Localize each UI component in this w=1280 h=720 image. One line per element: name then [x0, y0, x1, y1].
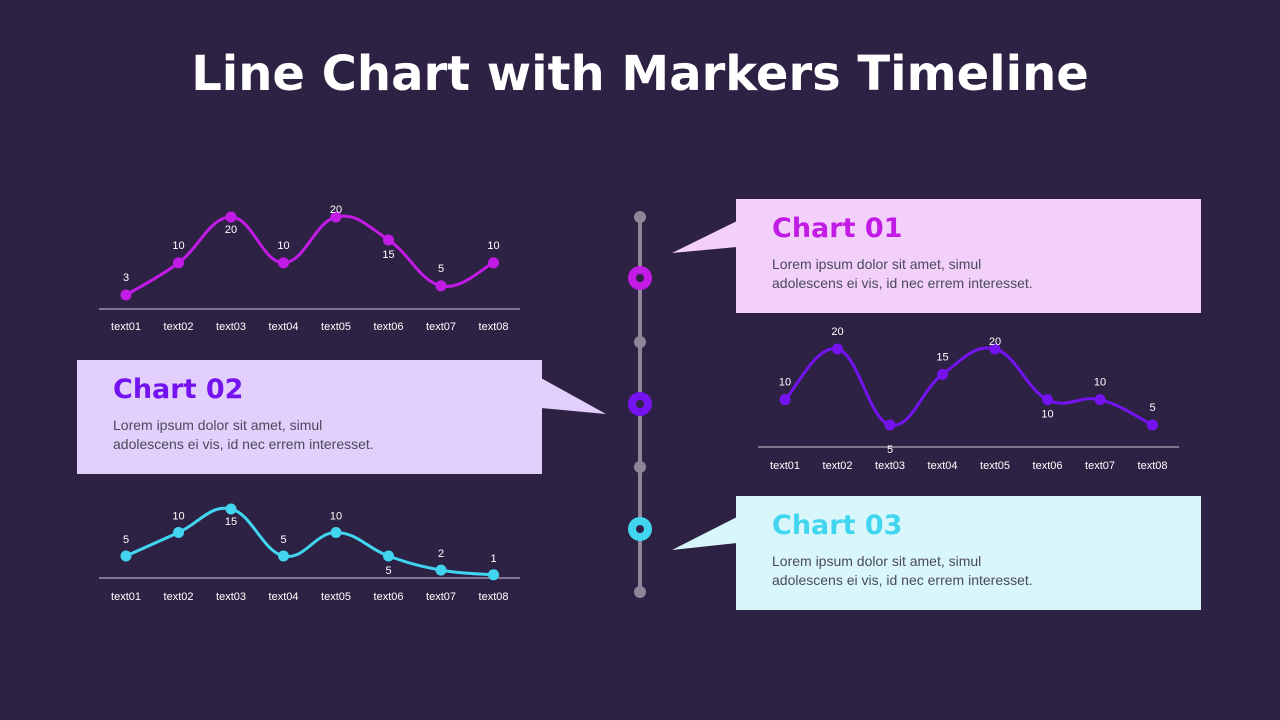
data-point-marker [120, 289, 132, 301]
data-point-marker [435, 564, 447, 576]
chart02-card: Chart 02 Lorem ipsum dolor sit amet, sim… [77, 360, 542, 474]
data-label: 15 [225, 516, 237, 528]
data-label: 10 [1094, 377, 1106, 389]
x-axis-tick-label: text03 [216, 591, 246, 603]
data-label: 5 [1149, 402, 1155, 414]
data-point-marker [488, 257, 499, 269]
x-axis-tick-label: text06 [1033, 460, 1063, 472]
data-label: 20 [831, 326, 843, 338]
chart03-card: Chart 03 Lorem ipsum dolor sit amet, sim… [736, 496, 1201, 610]
series-line [125, 214, 495, 297]
data-label: 15 [936, 351, 948, 363]
x-axis-tick-label: text08 [479, 321, 509, 333]
card-text: Lorem ipsum dolor sit amet, simul [772, 256, 982, 272]
card-text: adolescens ei vis, id nec errem interess… [772, 275, 1033, 291]
data-point-marker [884, 419, 896, 431]
data-point-marker [173, 527, 184, 538]
x-axis-tick-label: text05 [321, 321, 351, 333]
x-axis-tick-label: text02 [164, 321, 194, 333]
x-axis-tick-label: text02 [823, 460, 853, 472]
x-axis-tick-label: text07 [426, 591, 456, 603]
card-text: Lorem ipsum dolor sit amet, simul [113, 417, 323, 433]
data-point-marker [278, 257, 289, 269]
data-point-marker [779, 394, 791, 406]
data-label: 3 [123, 272, 129, 284]
x-axis-tick-label: text07 [1085, 460, 1115, 472]
data-point-marker [1147, 419, 1158, 431]
data-label: 10 [172, 511, 184, 523]
data-point-marker [488, 569, 499, 581]
x-axis-tick-label: text05 [980, 460, 1010, 472]
timeline-dot-small [634, 586, 646, 598]
card-text: Lorem ipsum dolor sit amet, simul [772, 553, 982, 569]
data-point-marker [330, 527, 342, 538]
series-line [125, 506, 494, 577]
data-point-marker [383, 234, 394, 246]
data-label: 5 [123, 534, 129, 546]
x-axis-tick-label: text01 [111, 321, 141, 333]
data-point-marker [225, 211, 237, 223]
x-axis-tick-label: text05 [321, 591, 351, 603]
card-text: adolescens ei vis, id nec errem interess… [772, 572, 1033, 588]
timeline-dot-small [634, 211, 646, 223]
data-point-marker [435, 280, 447, 292]
data-label: 10 [172, 240, 184, 252]
data-label: 20 [989, 336, 1001, 348]
line-chart-02: 10 text01 20 text02 5 text03 15 text04 20 text05 1… [758, 326, 1179, 472]
data-label: 1 [490, 553, 496, 565]
x-axis-tick-label: text08 [1138, 460, 1168, 472]
data-point-marker [937, 368, 948, 380]
data-label: 10 [277, 240, 289, 252]
timeline-dot-small [634, 461, 646, 473]
x-axis-tick-label: text04 [269, 591, 299, 603]
data-point-marker [173, 257, 184, 269]
line-chart-01: 3 text01 10 text02 20 text03 10 text04 20 text05 1… [99, 204, 520, 333]
timeline-dot-small [634, 336, 646, 348]
card-text: adolescens ei vis, id nec errem interess… [113, 436, 374, 452]
data-label: 5 [438, 263, 444, 275]
card-title: Chart 03 [772, 510, 903, 541]
x-axis-tick-label: text04 [269, 321, 299, 333]
x-axis-tick-label: text01 [111, 591, 141, 603]
x-axis-tick-label: text03 [875, 460, 905, 472]
data-point-marker [225, 503, 237, 515]
data-point-marker [120, 550, 132, 562]
x-axis-tick-label: text06 [374, 591, 404, 603]
data-label: 10 [487, 240, 499, 252]
data-point-marker [278, 550, 289, 562]
data-label: 5 [887, 444, 893, 456]
data-point-marker [383, 550, 394, 562]
card-title: Chart 02 [113, 374, 244, 405]
data-label: 20 [225, 224, 237, 236]
data-point-marker [330, 211, 342, 223]
data-label: 5 [385, 565, 391, 577]
chart01-card: Chart 01 Lorem ipsum dolor sit amet, sim… [736, 199, 1201, 313]
data-label: 10 [330, 511, 342, 523]
x-axis-tick-label: text08 [479, 591, 509, 603]
page-title: Line Chart with Markers Timeline [191, 46, 1089, 102]
x-axis-tick-label: text01 [770, 460, 800, 472]
data-point-marker [989, 343, 1001, 355]
data-label: 10 [779, 377, 791, 389]
data-label: 2 [438, 548, 444, 560]
data-label: 5 [280, 534, 286, 546]
x-axis-tick-label: text04 [928, 460, 958, 472]
data-label: 20 [330, 204, 342, 216]
data-point-marker [832, 343, 843, 355]
data-label: 15 [382, 249, 394, 261]
x-axis-tick-label: text06 [374, 321, 404, 333]
x-axis-tick-label: text02 [164, 591, 194, 603]
line-chart-03: 5 text01 10 text02 15 text03 5 text04 10 text05 5 t… [99, 503, 520, 603]
data-point-marker [1042, 394, 1053, 406]
x-axis-tick-label: text03 [216, 321, 246, 333]
data-point-marker [1094, 394, 1106, 406]
card-title: Chart 01 [772, 213, 903, 244]
x-axis-tick-label: text07 [426, 321, 456, 333]
data-label: 10 [1041, 409, 1053, 421]
